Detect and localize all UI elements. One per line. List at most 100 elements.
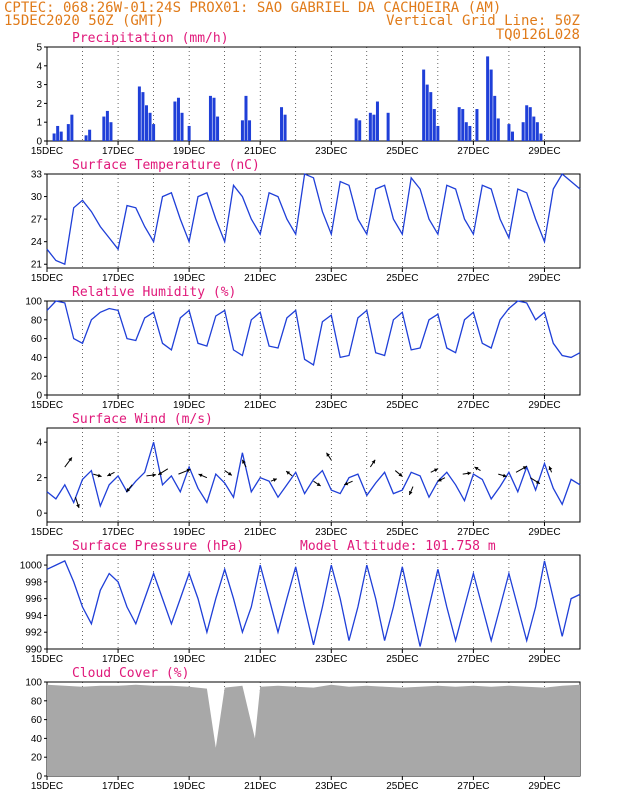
x-tick-label: 23DEC (315, 146, 347, 157)
y-tick-label: 40 (31, 353, 43, 364)
precip-bar (507, 124, 511, 141)
x-tick-label: 15DEC (31, 781, 63, 792)
x-tick-label: 25DEC (386, 654, 418, 665)
wind-arrow-head (76, 504, 80, 508)
x-tick-label: 29DEC (528, 527, 560, 538)
x-tick-label: 23DEC (315, 654, 347, 665)
y-tick-label: 60 (31, 334, 43, 345)
y-tick-label: 2 (36, 473, 42, 484)
y-tick-label: 0 (36, 772, 42, 783)
precip-bar (88, 129, 92, 141)
y-tick-label: 1 (36, 118, 42, 129)
x-tick-label: 17DEC (102, 400, 134, 411)
wind-arrow-head (316, 482, 321, 486)
y-tick-label: 80 (31, 315, 43, 326)
x-tick-label: 21DEC (244, 527, 276, 538)
x-tick-label: 27DEC (457, 400, 489, 411)
precip-bar (180, 112, 184, 141)
y-tick-label: 994 (25, 611, 42, 622)
precip-bar (461, 109, 465, 141)
y-tick-label: 0 (36, 137, 42, 148)
model-altitude: Model Altitude: 101.758 m (300, 539, 496, 554)
precip-bar (354, 118, 358, 141)
x-tick-label: 15DEC (31, 400, 63, 411)
x-tick-label: 19DEC (173, 273, 205, 284)
wind-arrow-head (434, 468, 438, 472)
temperature-panel: Surface Temperature (nC) 15DEC 17DEC 19DEC… (31, 158, 581, 284)
temperature-title: Surface Temperature (nC) (72, 158, 260, 173)
y-tick-label: 4 (36, 438, 42, 449)
wind-title: Surface Wind (m/s) (72, 412, 213, 427)
x-tick-label: 25DEC (386, 146, 418, 157)
y-tick-label: 998 (25, 577, 42, 588)
wind-arrow-head (474, 467, 479, 471)
header-grid-line: Vertical Grid Line: 50Z (386, 13, 580, 29)
y-tick-label: 80 (31, 696, 43, 707)
y-tick-label: 20 (31, 372, 43, 383)
wind-arrow-head (502, 473, 507, 478)
y-tick-label: 20 (31, 753, 43, 764)
precip-bar (372, 114, 376, 141)
precip-bar (84, 135, 88, 141)
x-tick-label: 27DEC (457, 781, 489, 792)
precip-bar (137, 86, 141, 141)
header-model-code: TQ0126L028 (496, 27, 580, 43)
y-tick-label: 1000 (20, 561, 43, 572)
precip-bar (493, 95, 497, 141)
wind-arrow-head (286, 471, 291, 475)
y-tick-label: 100 (25, 678, 42, 689)
y-tick-label: 5 (36, 43, 42, 54)
precip-bar (464, 122, 468, 141)
precip-bar (148, 112, 152, 141)
precip-bar (141, 92, 145, 141)
precip-bar (280, 107, 284, 141)
wind-arrow-head (548, 466, 553, 471)
x-tick-label: 19DEC (173, 527, 205, 538)
x-tick-label: 29DEC (528, 273, 560, 284)
wind-arrow-head (409, 490, 413, 495)
x-tick-label: 21DEC (244, 400, 276, 411)
precip-bar (102, 116, 106, 141)
precip-bar (173, 101, 177, 141)
header-station: CPTEC: 068:26W-01:24S PROX01: SAO GABRIE… (4, 0, 501, 16)
x-tick-label: 17DEC (102, 273, 134, 284)
x-tick-label: 15DEC (31, 273, 63, 284)
wind-arrow-head (371, 459, 376, 464)
x-tick-label: 19DEC (173, 654, 205, 665)
plot-frame (46, 300, 581, 396)
wind-arrow-head (535, 480, 540, 484)
x-tick-label: 21DEC (244, 654, 276, 665)
wind-arrow-head (126, 488, 130, 492)
wind-arrow-head (522, 466, 527, 470)
precip-bar (489, 69, 493, 141)
precip-bar (528, 107, 532, 141)
y-tick-label: 100 (25, 297, 42, 308)
x-tick-label: 19DEC (173, 400, 205, 411)
plot-frame (46, 554, 581, 650)
y-tick-label: 0 (36, 509, 42, 520)
precip-bar (432, 109, 436, 141)
wind-arrow-head (242, 459, 246, 464)
wind-arrow-head (344, 481, 349, 486)
precip-bar (240, 120, 244, 141)
x-tick-label: 17DEC (102, 654, 134, 665)
x-tick-label: 15DEC (31, 527, 63, 538)
wind-arrow-head (437, 478, 442, 482)
wind-arrow-head (152, 473, 157, 477)
x-tick-label: 25DEC (386, 400, 418, 411)
x-tick-label: 21DEC (244, 273, 276, 284)
y-tick-label: 990 (25, 645, 42, 656)
wind-arrow-head (107, 472, 112, 477)
precip-bar (425, 84, 429, 141)
wind-arrow-head (97, 473, 102, 478)
x-tick-label: 29DEC (528, 400, 560, 411)
precip-bar (368, 112, 372, 141)
precip-bar (539, 133, 543, 141)
precip-bar (244, 95, 248, 141)
pressure-title: Surface Pressure (hPa) (72, 539, 244, 554)
x-tick-label: 21DEC (244, 146, 276, 157)
x-tick-label: 27DEC (457, 146, 489, 157)
precip-bar (248, 120, 252, 141)
precip-bar (422, 69, 426, 141)
x-tick-label: 29DEC (528, 146, 560, 157)
